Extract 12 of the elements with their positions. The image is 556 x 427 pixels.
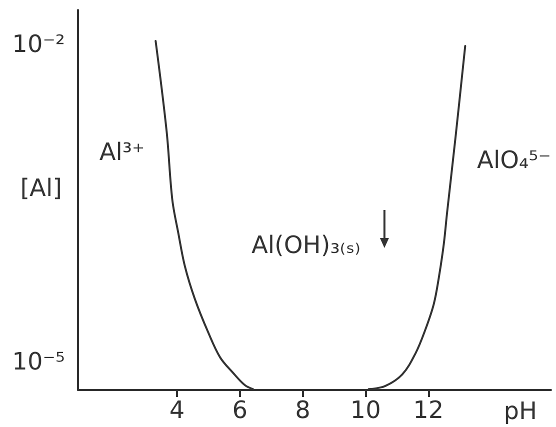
x-tick-label: 6: [232, 396, 248, 424]
x-axis-title: pH: [504, 397, 537, 425]
x-tick-label: 8: [295, 396, 310, 424]
x-tick-label: 4: [169, 396, 185, 424]
x-tick-label: 10: [350, 396, 381, 424]
annotation: Al(OH)₃₍ₛ₎: [251, 231, 361, 259]
annotation: Al³⁺: [99, 138, 145, 166]
y-tick-label: 10⁻⁵: [12, 348, 65, 376]
x-tick-label: 12: [413, 396, 444, 424]
y-tick-label: 10⁻²: [12, 30, 65, 58]
annotation: AlO₄⁵⁻: [477, 146, 551, 174]
y-axis-title: [Al]: [20, 174, 62, 202]
